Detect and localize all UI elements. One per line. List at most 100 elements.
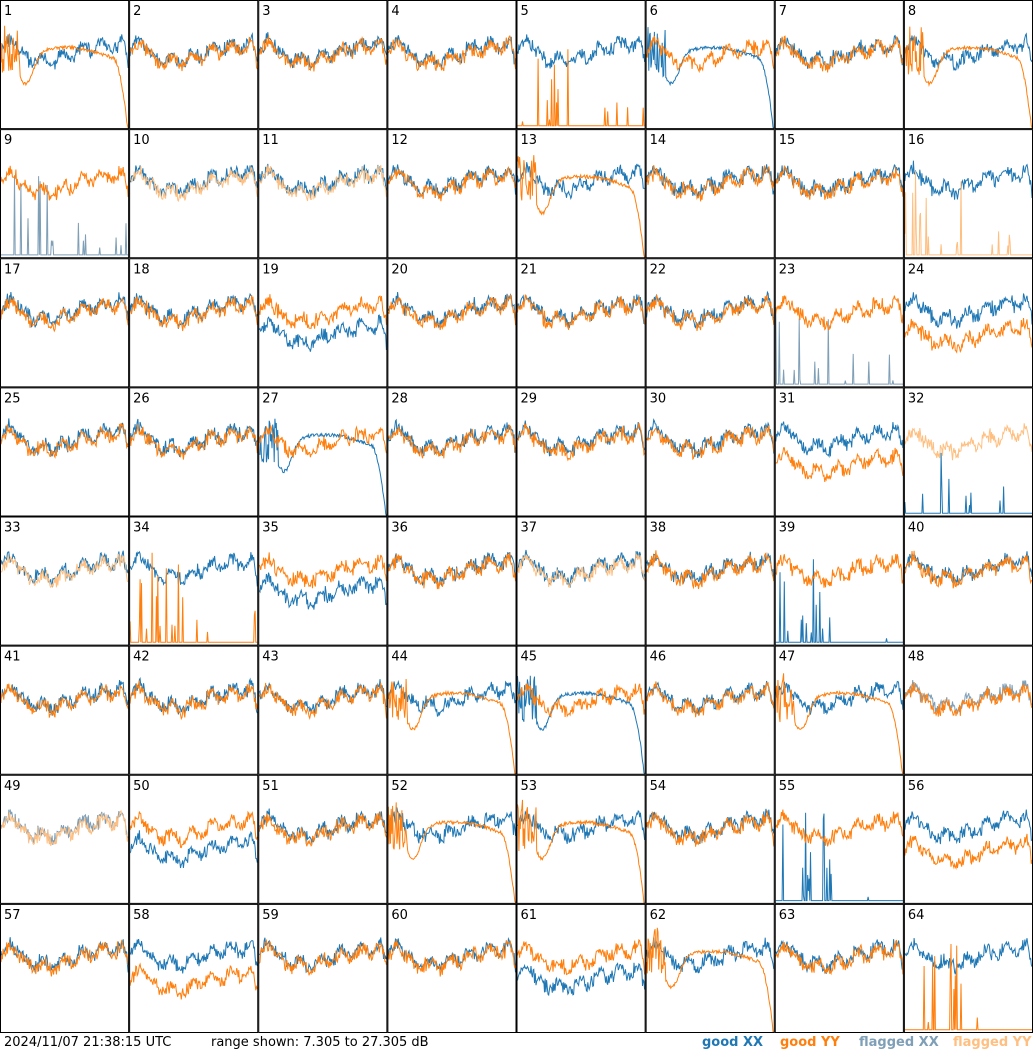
panel-7: 7: [774, 0, 904, 130]
panel-12-frame: [387, 129, 517, 259]
panel-46-frame: [645, 645, 775, 775]
panel-7-frame: [774, 0, 904, 130]
panel-35-xx-line: [258, 572, 387, 610]
panel-56-label: 56: [908, 779, 925, 794]
panel-24-yy-line: [904, 318, 1033, 354]
footer: 2024/11/07 21:38:15 UTC range shown: 7.3…: [0, 1033, 1033, 1053]
panel-50-yy-line: [129, 810, 258, 849]
panel-35-frame: [258, 516, 388, 646]
panel-26-frame: [129, 387, 259, 517]
panel-36-frame: [387, 516, 517, 646]
panel-8-yy-line: [904, 26, 1033, 129]
panel-37-label: 37: [521, 521, 538, 536]
panel-18-yy-line: [129, 295, 258, 332]
panel-21-yy-line: [517, 293, 646, 330]
panel-63-frame: [774, 903, 904, 1033]
panel-62-yy-line: [646, 927, 774, 1033]
panel-41: 41: [0, 645, 130, 775]
panel-28-yy-line: [387, 424, 516, 459]
panel-42-yy-line: [129, 680, 258, 721]
panel-3-frame: [258, 0, 388, 130]
panel-43-label: 43: [262, 650, 279, 665]
panel-53-yy-line: [517, 799, 645, 904]
panel-9-yy-line: [0, 165, 129, 201]
panel-15-label: 15: [779, 133, 796, 148]
panel-58: 58: [129, 903, 259, 1033]
panel-8-label: 8: [908, 4, 916, 19]
panel-27-label: 27: [262, 391, 279, 406]
panel-63-xx-line: [775, 939, 904, 975]
panel-52-frame: [387, 774, 517, 904]
panel-23-label: 23: [779, 262, 796, 277]
panel-54-frame: [645, 774, 775, 904]
panel-3: 3: [258, 0, 388, 130]
panel-49-label: 49: [4, 779, 21, 794]
panel-10: 10: [129, 129, 259, 259]
panel-57: 57: [0, 903, 130, 1033]
panel-47-xx-line: [775, 680, 904, 716]
panel-32-frame: [903, 387, 1033, 517]
panel-51-yy-line: [258, 811, 387, 847]
panel-14-frame: [645, 129, 775, 259]
panel-6-yy-line: [646, 35, 775, 74]
panel-33-label: 33: [4, 521, 21, 536]
panel-9: 9: [0, 129, 130, 259]
panel-34-xx-line: [129, 550, 258, 587]
panel-9-label: 9: [4, 133, 12, 148]
panel-10-label: 10: [133, 133, 150, 148]
panel-12-label: 12: [391, 133, 408, 148]
panel-23-xx-line: [775, 307, 903, 385]
panel-57-frame: [0, 903, 130, 1033]
panel-34-yy-line: [129, 552, 258, 643]
panel-22-label: 22: [650, 262, 667, 277]
panel-45: 45: [516, 645, 646, 775]
panel-61-yy-line: [517, 938, 646, 976]
panel-31-frame: [774, 387, 904, 517]
panel-20-yy-line: [387, 294, 516, 331]
panel-43: 43: [258, 645, 388, 775]
panel-64-label: 64: [908, 908, 925, 923]
panel-48: 48: [903, 645, 1033, 775]
panel-33-xx-line: [0, 550, 129, 588]
panel-16-yy-line: [904, 171, 1032, 256]
panel-4-label: 4: [391, 4, 399, 19]
panel-47-label: 47: [779, 650, 796, 665]
panel-46: 46: [645, 645, 775, 775]
panel-53-frame: [516, 774, 646, 904]
panel-14-label: 14: [650, 133, 667, 148]
panel-61-frame: [516, 903, 646, 1033]
panel-12: 12: [387, 129, 517, 259]
panel-35-yy-line: [258, 552, 387, 589]
panel-3-xx-line: [258, 32, 387, 69]
panel-19-label: 19: [262, 262, 279, 277]
panel-33-yy-line: [0, 553, 129, 589]
panel-30-label: 30: [650, 391, 667, 406]
panel-44-label: 44: [391, 650, 408, 665]
panel-36-yy-line: [387, 552, 516, 590]
panel-38-yy-line: [646, 550, 775, 590]
panel-34-frame: [129, 516, 259, 646]
panel-42-xx-line: [129, 677, 258, 716]
panel-40: 40: [903, 516, 1033, 646]
panel-39: 39: [774, 516, 904, 646]
panel-32-xx-line: [904, 452, 1032, 514]
panel-50-xx-line: [129, 830, 258, 869]
panel-64-yy-line: [904, 943, 1032, 1031]
panel-43-xx-line: [258, 679, 387, 714]
panel-44-yy-line: [387, 678, 516, 775]
panel-16-xx-line: [904, 160, 1033, 200]
panel-2: 2: [129, 0, 259, 130]
panel-61: 61: [516, 903, 646, 1033]
panel-20-frame: [387, 258, 517, 388]
panel-62-xx-line: [646, 937, 775, 974]
panel-50-label: 50: [133, 779, 150, 794]
panel-29: 29: [516, 387, 646, 517]
panel-15-yy-line: [775, 164, 904, 200]
panel-31: 31: [774, 387, 904, 517]
panel-11: 11: [258, 129, 388, 259]
panel-21: 21: [516, 258, 646, 388]
panel-61-xx-line: [517, 962, 646, 997]
panel-6: 6: [645, 0, 775, 130]
panel-52-label: 52: [391, 779, 408, 794]
panel-9-frame: [0, 129, 130, 259]
